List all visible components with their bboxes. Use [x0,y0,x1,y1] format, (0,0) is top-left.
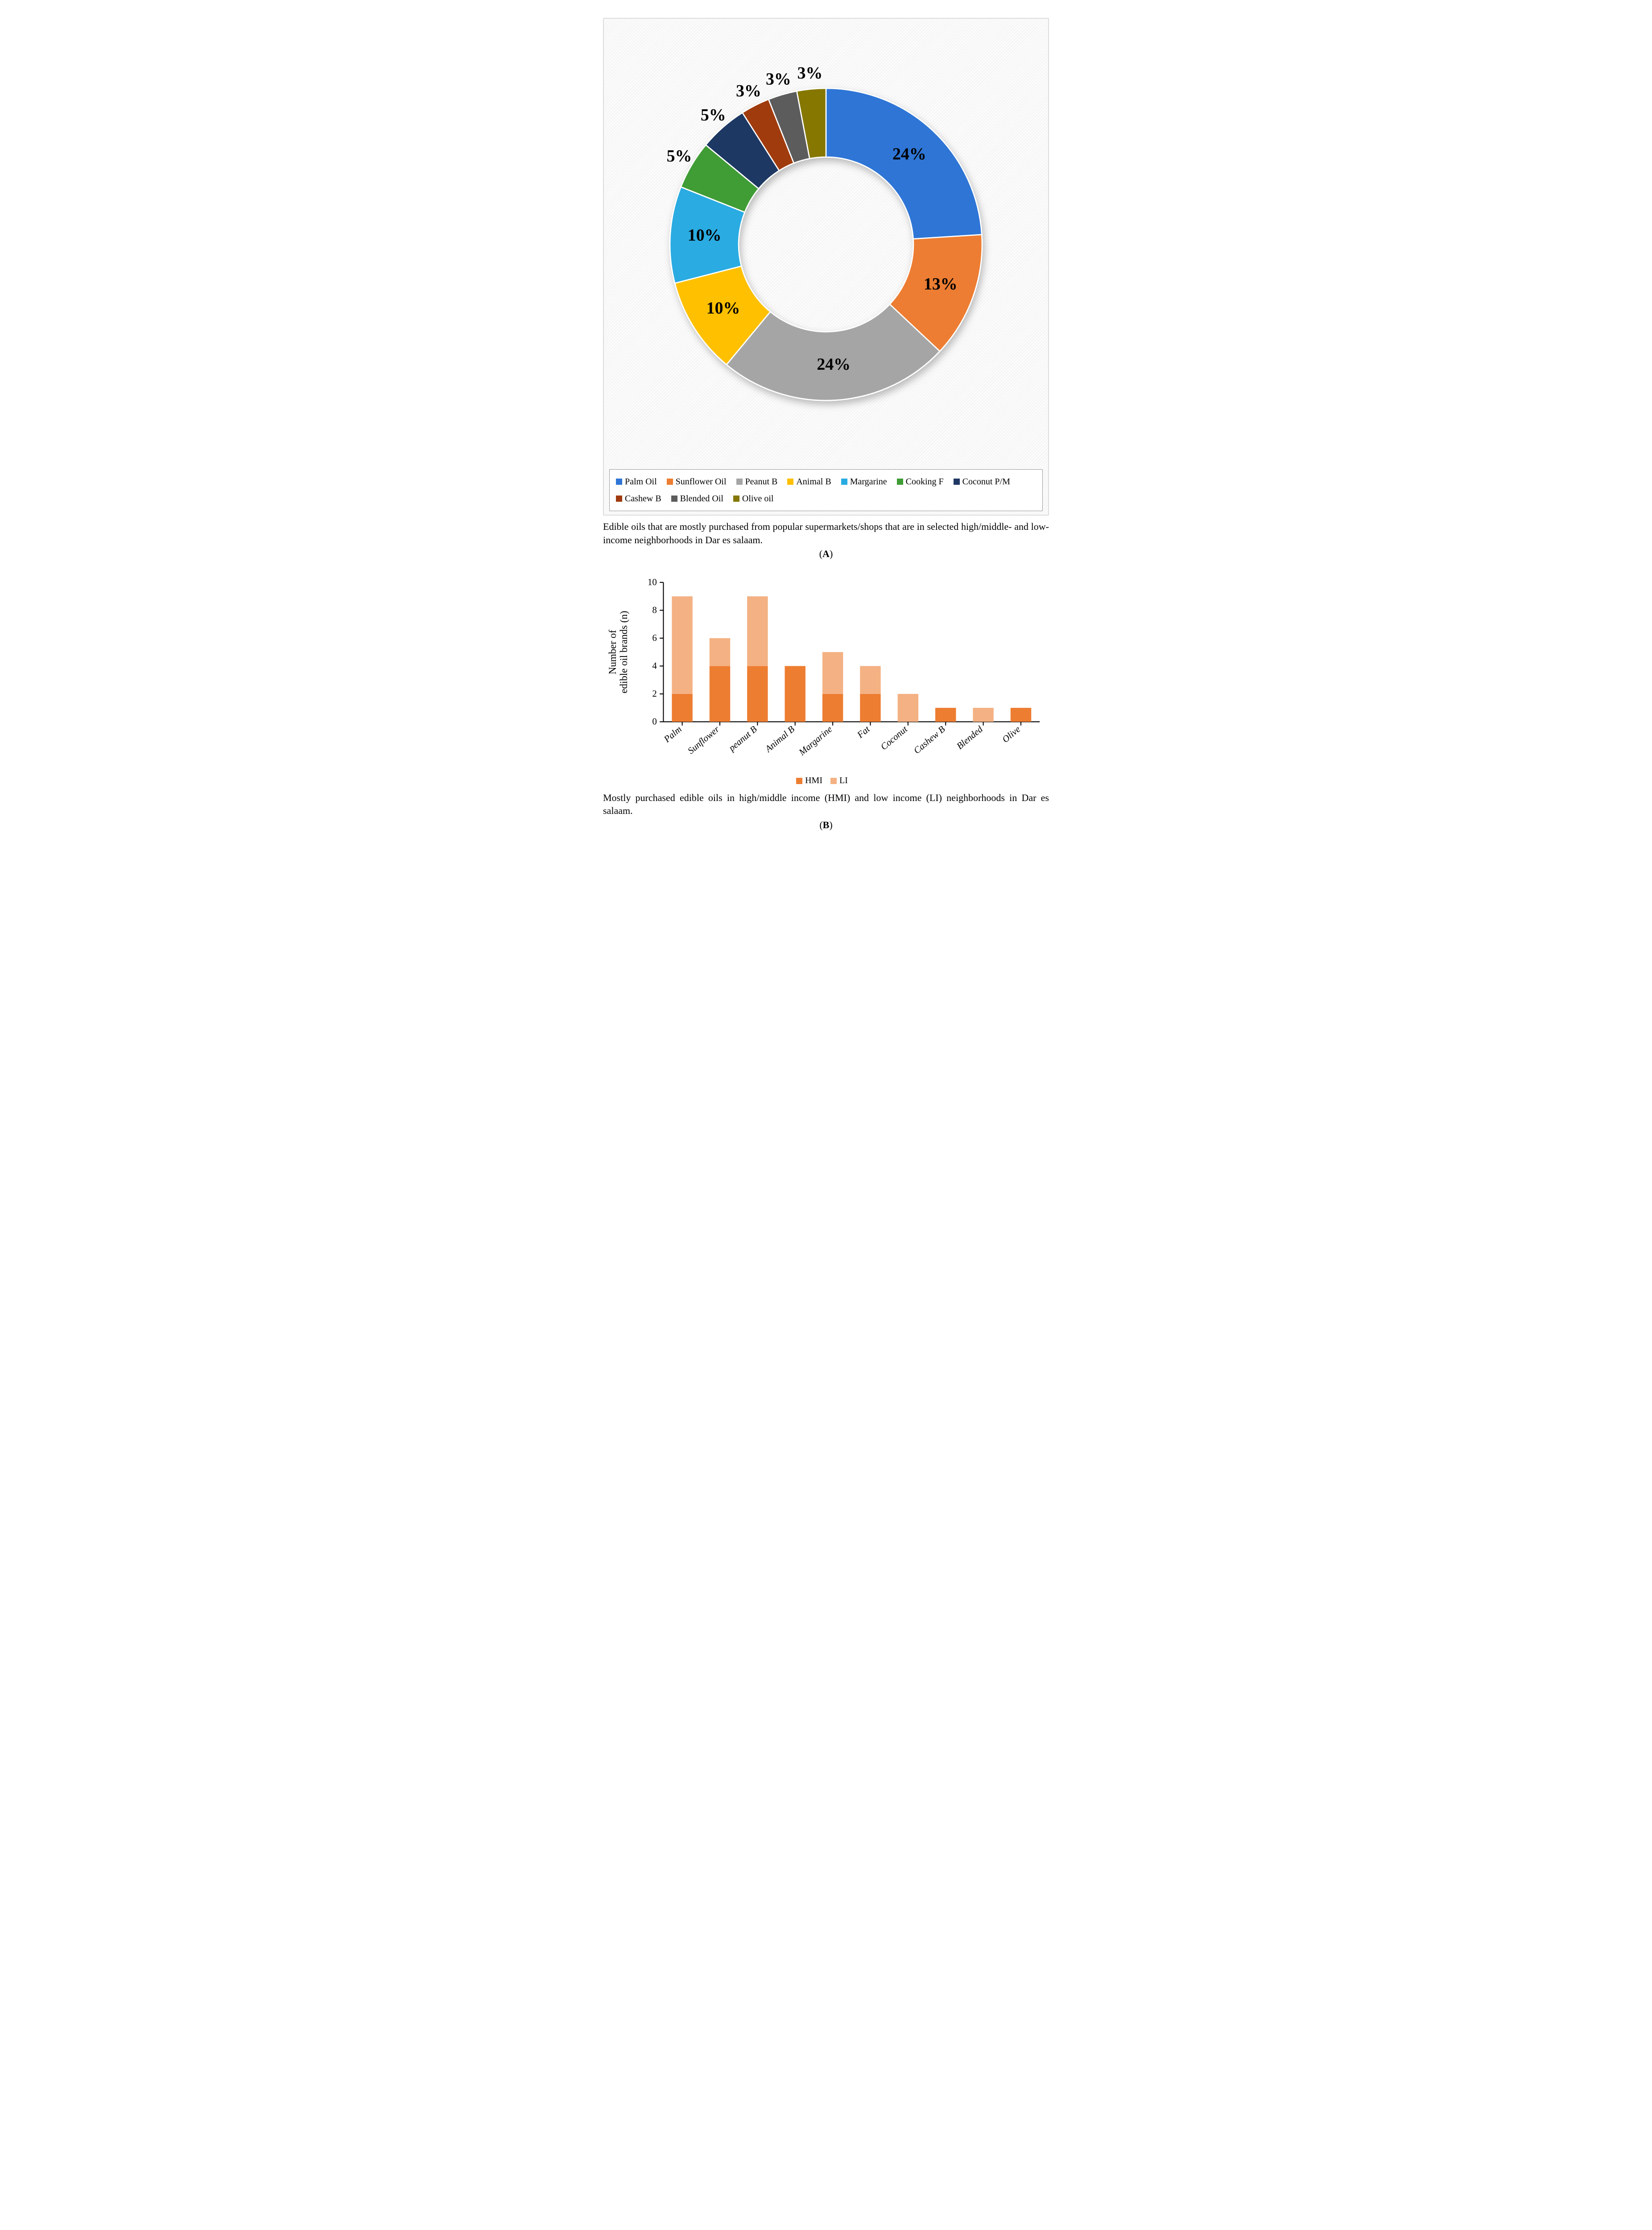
legend-item: Olive oil [733,490,774,507]
bar-chart: 0 2 4 6 8 10 Number ofedible oil brands (n) Pal… [603,573,1049,773]
bar-chart-panel: 0 2 4 6 8 10 Number ofedible oil brands (n) Pal… [603,573,1049,786]
legend-label: Blended Oil [680,490,723,507]
donut-slice-label: 24% [817,355,851,374]
donut-slice-label: 5% [667,147,692,165]
bar-segment [898,694,918,722]
donut-slice-label: 24% [892,145,926,164]
donut-chart: 24% 13% 24% 10% 10% 5% 5% 3% 3% 3% [609,28,1043,461]
donut-slice-label: 10% [706,299,740,318]
y-tick-label: 0 [652,716,657,727]
legend-item: Cashew B [616,490,661,507]
bar-segment [973,708,993,722]
legend-label: Sunflower Oil [676,473,727,490]
donut-legend: Palm Oil Sunflower Oil Peanut B Animal B Mar… [609,469,1043,511]
legend-swatch [830,778,837,784]
x-tick-label: Blended [954,724,985,752]
legend-label: Peanut B [745,473,778,490]
legend-label: Cashew B [625,490,661,507]
y-tick-label: 2 [652,688,657,699]
donut-slice-label: 5% [701,106,726,124]
bar-segment [747,666,768,722]
legend-label: Palm Oil [625,473,657,490]
y-tick-label: 8 [652,605,657,615]
donut-slice-label: 3% [797,64,823,83]
x-tick-label: Cashew B [912,724,947,756]
legend-item: Palm Oil [616,473,657,490]
bar-segment [860,694,880,722]
y-tick-label: 4 [652,661,657,671]
legend-label: Cooking F [906,473,944,490]
legend-swatch [616,479,622,485]
legend-swatch [736,479,743,485]
legend-item: Cooking F [897,473,944,490]
legend-item: LI [830,776,848,786]
donut-slice-label: 3% [766,70,791,89]
y-tick-label: 6 [652,632,657,643]
legend-label: HMI [805,776,822,786]
bar-segment [1011,708,1031,722]
bar-segment [672,596,692,694]
donut-slice-label: 3% [736,82,761,100]
bar-caption: Mostly purchased edible oils in high/mid… [603,791,1049,818]
legend-item: Coconut P/M [954,473,1010,490]
donut-caption: Edible oils that are mostly purchased fr… [603,520,1049,546]
donut-slice-label: 10% [688,226,722,245]
legend-item: Sunflower Oil [667,473,727,490]
bar-segment [710,638,730,666]
bar-legend: HMI LI [603,776,1049,787]
y-axis-label: edible oil brands (n) [618,611,629,694]
donut-slice [826,88,982,239]
x-tick-label: Fat [855,723,872,740]
donut-chart-panel: 24% 13% 24% 10% 10% 5% 5% 3% 3% 3% Palm Oil Sunflo… [603,18,1049,516]
legend-label: Olive oil [742,490,774,507]
x-tick-label: peanut B [726,724,759,754]
legend-swatch [796,778,802,784]
bar-segment [860,666,880,694]
bar-segment [822,694,843,722]
legend-item: Blended Oil [671,490,723,507]
donut-panel-letter: (A) [603,548,1049,560]
bar-segment [822,652,843,694]
y-tick-label: 10 [648,577,657,587]
legend-swatch [954,479,960,485]
bar-segment [672,694,692,722]
bar-segment [785,666,805,722]
legend-swatch [841,479,847,485]
legend-item: Animal B [787,473,831,490]
legend-label: LI [839,776,848,786]
donut-slice-label: 13% [924,275,958,293]
x-tick-label: Animal B [762,724,797,755]
x-tick-label: Sunflower [686,723,722,756]
legend-label: Coconut P/M [962,473,1010,490]
legend-swatch [616,496,622,502]
legend-item: Margarine [841,473,887,490]
x-tick-label: Margarine [797,724,834,758]
bar-segment [935,708,956,722]
bar-panel-letter: (B) [603,819,1049,831]
y-axis-label: Number of [607,630,618,674]
x-tick-label: Olive [1000,724,1022,745]
legend-item: Peanut B [736,473,778,490]
legend-label: Animal B [796,473,831,490]
x-tick-label: Palm [661,724,684,745]
legend-swatch [787,479,793,485]
legend-swatch [671,496,677,502]
legend-swatch [897,479,903,485]
legend-item: HMI [796,776,822,786]
legend-label: Margarine [850,473,887,490]
legend-swatch [733,496,739,502]
bar-segment [710,666,730,722]
x-tick-label: Coconut [879,723,910,752]
legend-swatch [667,479,673,485]
bar-segment [747,596,768,666]
